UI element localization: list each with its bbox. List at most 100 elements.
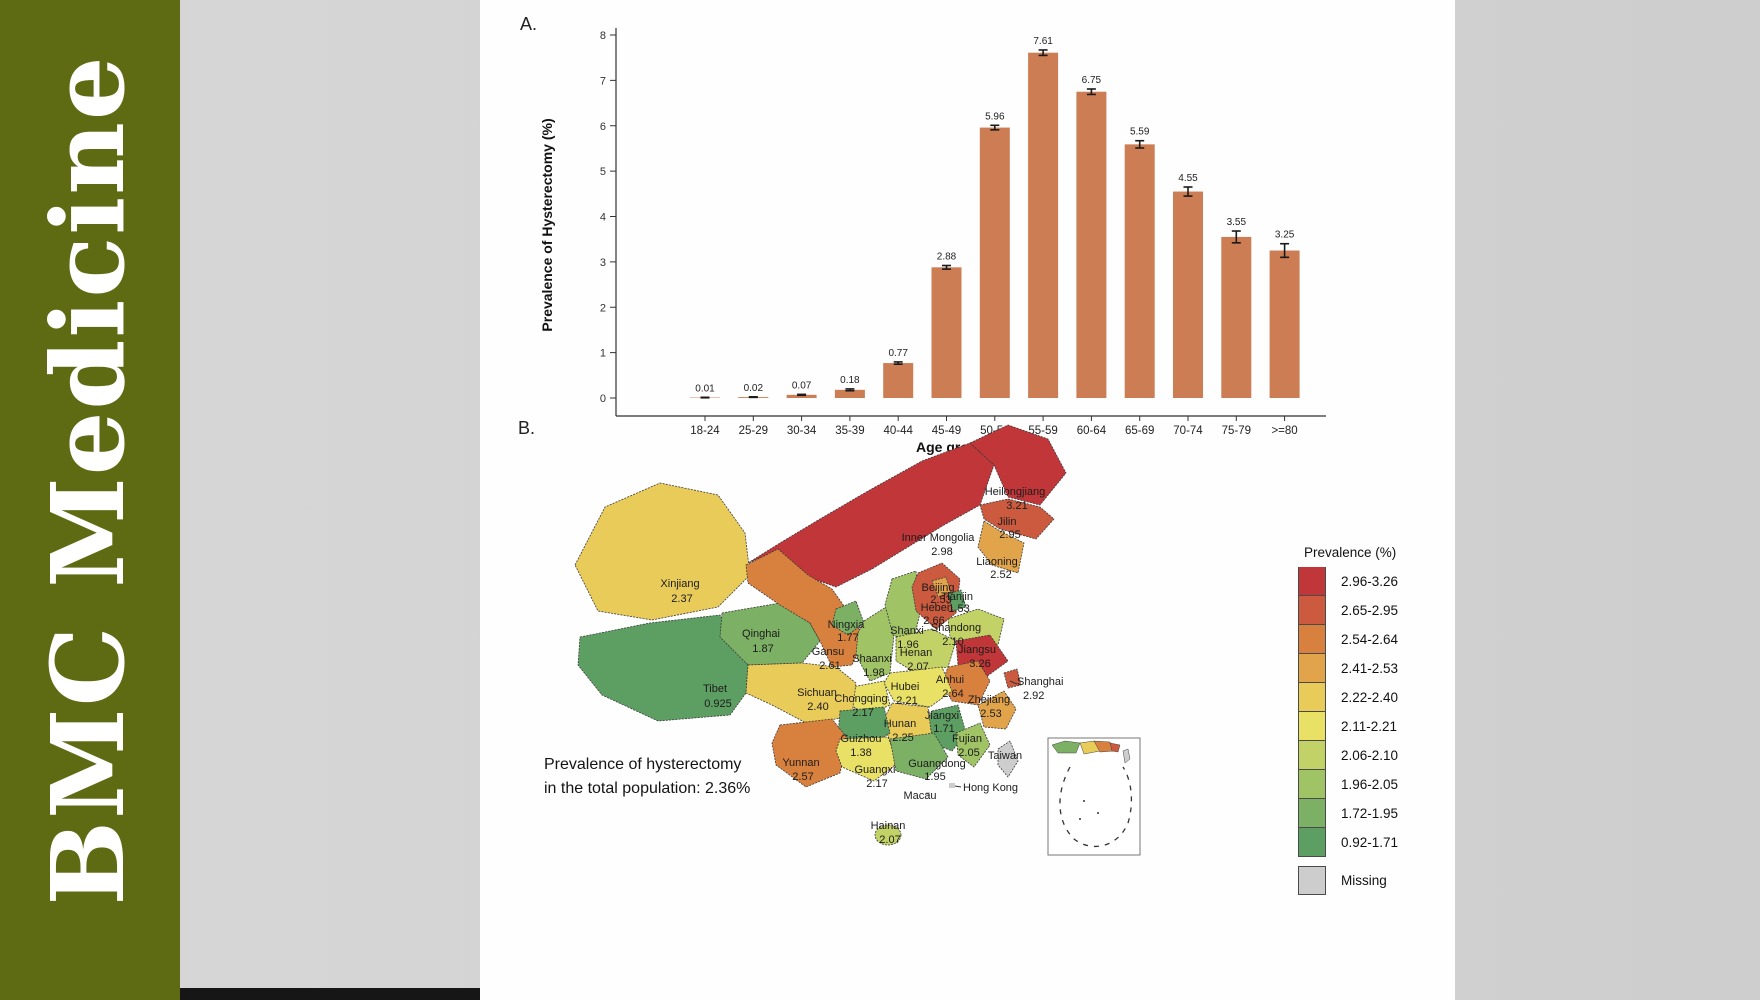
panel-b-label: B. xyxy=(518,418,536,438)
label-tianjin-name: Tianjin xyxy=(941,591,973,603)
y-tick-label: 3 xyxy=(600,257,606,269)
label-connector-shanghai xyxy=(1009,680,1018,685)
x-tick-label: 55-59 xyxy=(1028,425,1057,437)
bar-value-label: 0.02 xyxy=(744,383,764,394)
x-tick-label: 70-74 xyxy=(1173,425,1203,437)
inset-taiwan xyxy=(1122,748,1131,764)
bar xyxy=(834,389,865,398)
label-shanxi-name: Shanxi xyxy=(890,625,924,637)
bar-value-label: 5.96 xyxy=(985,111,1005,122)
bar-chart-panel-a: Prevalence of Hysterectomy (%) Age group… xyxy=(539,28,1326,455)
bar-value-label: 7.61 xyxy=(1033,36,1053,47)
province-tianjin xyxy=(947,589,967,612)
legend-swatch xyxy=(1298,770,1326,799)
y-tick-label: 2 xyxy=(600,302,606,314)
y-axis-title: Prevalence of Hysterectomy (%) xyxy=(539,118,555,331)
x-tick-label: 75-79 xyxy=(1222,425,1251,437)
label-connector-hongkong xyxy=(954,785,962,788)
bar-value-label: 0.77 xyxy=(888,348,908,359)
label-henan-name: Henan xyxy=(900,647,932,659)
legend-row: 0.92-1.71 xyxy=(1298,828,1398,857)
label-liaoning-value: 2.52 xyxy=(990,569,1011,581)
inset-island-dot xyxy=(1097,812,1099,814)
y-tick-label: 5 xyxy=(600,166,606,178)
legend-range: 0.92-1.71 xyxy=(1341,835,1399,850)
label-beijing-name: Beijing xyxy=(921,582,954,594)
bar xyxy=(1173,191,1203,398)
x-tick-label: 60-64 xyxy=(1077,425,1107,437)
legend-row: 2.22-2.40 xyxy=(1298,683,1398,712)
inset-coast-red xyxy=(1109,742,1121,753)
province-zhejiang xyxy=(977,690,1017,730)
label-zhejiang-name: Zhejiang xyxy=(968,694,1010,706)
label-hubei-value: 2.21 xyxy=(896,695,917,707)
province-sichuan xyxy=(745,662,857,726)
label-hunan-value: 2.25 xyxy=(892,732,913,744)
label-zhejiang-value: 2.53 xyxy=(980,708,1001,720)
y-tick-label: 6 xyxy=(600,121,606,133)
legend-swatch xyxy=(1298,683,1326,712)
province-liaoning xyxy=(977,520,1025,574)
bar-value-label: 4.55 xyxy=(1178,173,1198,184)
journal-sidebar: BMC Medicine xyxy=(0,0,180,1000)
legend-swatch xyxy=(1298,567,1326,596)
legend-row-missing: Missing xyxy=(1298,866,1398,895)
label-anhui-value: 2.64 xyxy=(942,688,963,700)
label-macau-name: Macau xyxy=(903,790,936,802)
legend-range: 2.65-2.95 xyxy=(1341,603,1399,618)
province-heilongjiang xyxy=(969,424,1067,506)
x-tick-label: 40-44 xyxy=(883,425,913,437)
province-shaanxi xyxy=(855,606,895,682)
label-jilin-value: 2.95 xyxy=(999,529,1020,541)
map-legend: Prevalence (%) 2.96-3.26 2.65-2.95 2.54-… xyxy=(1298,545,1398,895)
province-jilin xyxy=(979,498,1055,540)
label-yunnan-name: Yunnan xyxy=(782,757,819,769)
label-guizhou-name: Guizhou xyxy=(841,733,882,745)
label-qinghai-value: 1.87 xyxy=(752,643,773,655)
annotation-line-2: in the total population: 2.36% xyxy=(544,780,751,797)
y-tick-label: 7 xyxy=(600,75,606,87)
province-ningxia xyxy=(831,600,865,636)
label-ningxia-value: 1.77 xyxy=(837,632,858,644)
label-taiwan-name: Taiwan xyxy=(988,750,1022,762)
legend-swatch xyxy=(1298,741,1326,770)
province-hong-kong xyxy=(949,783,955,788)
label-sichuan-value: 2.40 xyxy=(807,701,828,713)
label-inner-mongolia-value: 2.98 xyxy=(931,546,952,558)
label-chongqing-name: Chongqing xyxy=(834,693,887,705)
legend-row: 1.96-2.05 xyxy=(1298,770,1398,799)
bar xyxy=(1269,250,1300,398)
y-tick-label: 1 xyxy=(600,348,606,360)
bar xyxy=(786,394,817,398)
legend-range: 2.22-2.40 xyxy=(1341,690,1399,705)
legend-range: 2.11-2.21 xyxy=(1341,719,1398,734)
province-chongqing xyxy=(849,680,891,716)
legend-title: Prevalence (%) xyxy=(1304,545,1397,560)
y-tick-label: 4 xyxy=(600,212,606,224)
label-guangdong-name: Guangdong xyxy=(908,758,966,770)
bar-value-label: 0.18 xyxy=(840,375,860,386)
bar-value-label: 5.59 xyxy=(1130,127,1150,138)
bar xyxy=(1221,236,1252,398)
panel-a-label: A. xyxy=(520,14,538,34)
label-tianjin-value: 1.53 xyxy=(948,603,969,615)
label-hainan-value: 2.07 xyxy=(879,834,900,846)
label-shanxi-value: 1.96 xyxy=(897,639,918,651)
total-prevalence-annotation: Prevalence of hysterectomy in the total … xyxy=(544,753,750,801)
bar-value-label: 6.75 xyxy=(1082,75,1102,86)
china-map-panel-b: Heilongjiang 3.21 Jilin 2.95 Inner Mongo… xyxy=(574,424,1141,856)
province-hebei xyxy=(911,562,961,630)
legend-swatch-missing xyxy=(1298,866,1326,895)
label-fujian-name: Fujian xyxy=(952,733,982,745)
label-hebei-value: 2.66 xyxy=(923,615,944,627)
label-jiangxi-value: 1.71 xyxy=(933,723,954,735)
legend-row: 2.54-2.64 xyxy=(1298,625,1398,654)
legend-range: 1.96-2.05 xyxy=(1341,777,1399,792)
legend-range: 2.41-2.53 xyxy=(1341,661,1399,676)
inset-island-dot xyxy=(1083,800,1085,802)
bar-value-label: 3.55 xyxy=(1227,217,1247,228)
legend-swatch xyxy=(1298,625,1326,654)
inset-coast-green xyxy=(1051,740,1081,754)
label-tibet-value: 0.925 xyxy=(704,698,732,710)
label-qinghai-name: Qinghai xyxy=(742,628,780,640)
